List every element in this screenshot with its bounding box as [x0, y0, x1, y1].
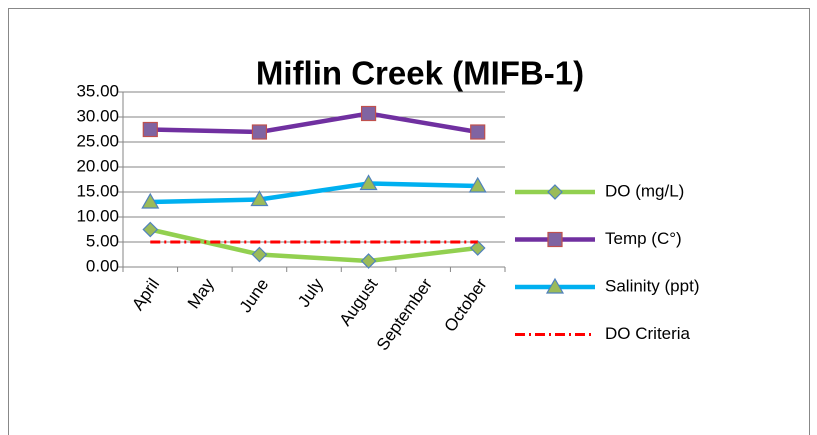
- marker-square: [470, 124, 486, 140]
- marker-diamond: [360, 253, 377, 269]
- chart-title: Miflin Creek (MIFB-1): [256, 55, 584, 92]
- y-tick-label: 25.00: [76, 131, 119, 150]
- legend-label: DO (mg/L): [605, 181, 684, 200]
- marker-triangle: [250, 190, 269, 207]
- marker-diamond: [251, 246, 268, 263]
- y-tick-label: 10.00: [76, 206, 119, 225]
- y-tick-label: 20.00: [76, 156, 119, 175]
- series-line: [150, 181, 478, 205]
- y-tick-label: 5.00: [86, 231, 119, 250]
- y-tick-label: 15.00: [76, 181, 119, 200]
- legend-label: Temp (C°): [605, 229, 682, 248]
- y-tick-label: 35.00: [76, 81, 119, 100]
- marker-triangle: [359, 174, 378, 191]
- y-tick-label: 30.00: [76, 106, 119, 125]
- series-line: [150, 111, 479, 135]
- legend-label: DO Criteria: [605, 324, 691, 343]
- marker-triangle: [141, 192, 160, 209]
- marker-triangle: [545, 277, 565, 294]
- marker-diamond: [142, 221, 159, 238]
- marker-diamond: [469, 240, 486, 256]
- marker-square: [547, 231, 563, 248]
- marker-square: [251, 124, 268, 140]
- legend-label: Salinity (ppt): [605, 276, 699, 295]
- marker-square: [142, 121, 158, 138]
- marker-diamond: [547, 184, 563, 200]
- chart-border: [8, 8, 810, 435]
- y-tick-label: 0.00: [86, 256, 119, 275]
- marker-triangle: [468, 176, 487, 193]
- marker-square: [360, 105, 377, 122]
